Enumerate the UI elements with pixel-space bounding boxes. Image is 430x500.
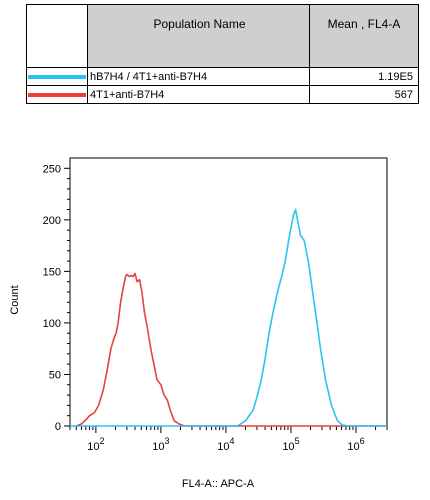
swatch-cell bbox=[26, 85, 88, 104]
x-tick-label: 103 bbox=[152, 436, 169, 453]
table-header-row: Population Name Mean , FL4-A bbox=[26, 4, 419, 68]
swatch-cell bbox=[26, 67, 88, 86]
series-color-swatch bbox=[28, 74, 86, 79]
y-axis-label: Count bbox=[9, 285, 21, 314]
table-row: 4T1+anti-B7H4 567 bbox=[26, 85, 419, 104]
series-color-swatch bbox=[28, 92, 86, 97]
x-tick-label: 104 bbox=[217, 436, 234, 453]
population-legend-table: Population Name Mean , FL4-A hB7H4 / 4T1… bbox=[26, 4, 419, 104]
header-blank-cell bbox=[26, 4, 88, 68]
x-tick-label: 102 bbox=[87, 436, 104, 453]
mean-value: 1.19E5 bbox=[309, 67, 419, 86]
plot-frame bbox=[69, 157, 388, 427]
x-axis-label: FL4-A:: APC-A bbox=[182, 478, 255, 490]
y-axis-ticks: 0 50 100 150 200 250 bbox=[43, 163, 70, 433]
x-tick-label: 105 bbox=[282, 436, 299, 453]
y-tick-label: 0 bbox=[55, 421, 61, 433]
y-tick-label: 150 bbox=[43, 266, 61, 278]
series-line bbox=[70, 208, 387, 427]
population-name-header: Population Name bbox=[87, 4, 310, 68]
mean-header: Mean , FL4-A bbox=[309, 4, 419, 68]
table-row: hB7H4 / 4T1+anti-B7H4 1.19E5 bbox=[26, 67, 419, 86]
x-axis-ticks: 102 103 104 105 106 bbox=[69, 426, 388, 453]
y-tick-label: 50 bbox=[49, 369, 61, 381]
series-layer bbox=[70, 208, 387, 427]
y-tick-label: 250 bbox=[43, 163, 61, 175]
histogram-chart: 0 50 100 150 200 250 102 103 104 105 106 Count FL… bbox=[9, 157, 388, 490]
plot-border bbox=[69, 157, 388, 427]
y-tick-label: 100 bbox=[43, 318, 61, 330]
population-name: 4T1+anti-B7H4 bbox=[87, 85, 310, 104]
mean-value: 567 bbox=[309, 85, 419, 104]
y-tick-label: 200 bbox=[43, 215, 61, 227]
series-line bbox=[76, 272, 387, 427]
x-tick-label: 106 bbox=[347, 436, 364, 453]
population-name: hB7H4 / 4T1+anti-B7H4 bbox=[87, 67, 310, 86]
